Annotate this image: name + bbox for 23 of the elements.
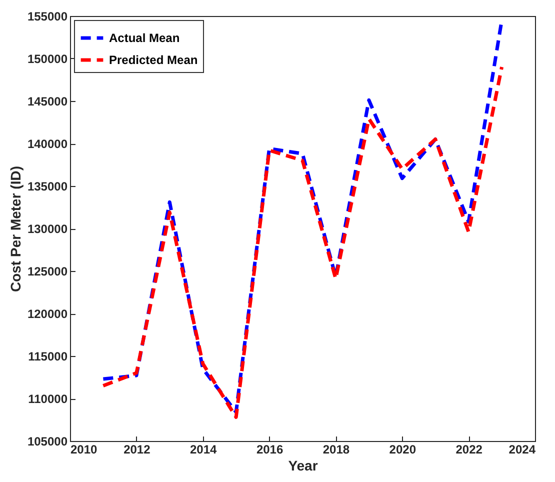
y-tick-label: 145000 (27, 94, 68, 108)
y-tick-label: 150000 (27, 52, 68, 66)
x-tick-label: 2018 (322, 442, 350, 456)
y-tick-label: 155000 (27, 10, 68, 24)
y-axis-title: Cost Per Meter (ID) (7, 166, 24, 292)
legend-label: Predicted Mean (109, 53, 198, 67)
x-tick-label: 2020 (389, 442, 416, 456)
legend-label: Actual Mean (109, 31, 180, 45)
x-tick-label: 2014 (190, 442, 218, 456)
x-tick-label: 2022 (456, 442, 483, 456)
y-tick-label: 115000 (28, 350, 68, 364)
x-tick-label: 2016 (256, 442, 284, 456)
y-tick-label: 120000 (27, 307, 68, 321)
y-tick-label: 105000 (27, 434, 68, 448)
x-tick-label: 2024 (508, 442, 536, 456)
y-tick-label: 130000 (27, 222, 68, 236)
y-tick-label: 140000 (27, 137, 68, 151)
x-axis-title: Year (288, 458, 318, 474)
x-tick-label: 2012 (124, 442, 151, 456)
y-tick-label: 125000 (27, 264, 68, 278)
x-tick-label: 2010 (70, 442, 98, 456)
y-tick-label: 135000 (27, 180, 68, 194)
y-tick-label: 110000 (28, 392, 68, 406)
